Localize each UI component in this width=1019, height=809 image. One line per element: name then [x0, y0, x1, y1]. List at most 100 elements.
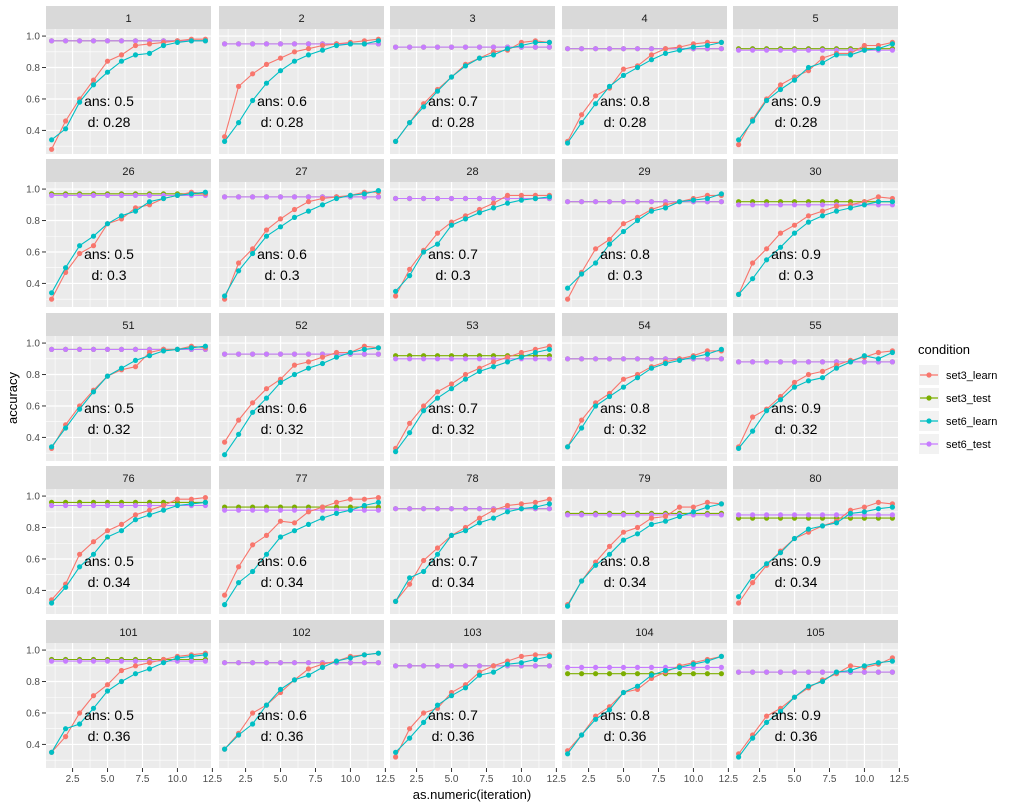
- data-point-set6_test: [291, 351, 298, 357]
- data-point-set6_test: [434, 44, 441, 50]
- data-point-set6_learn: [532, 504, 539, 510]
- y-tick-label: 1.0: [26, 646, 40, 657]
- x-tick-label: 12.5: [890, 774, 910, 785]
- data-point-set6_learn: [375, 650, 381, 656]
- data-point-set6_learn: [606, 393, 613, 400]
- facet-strip: [46, 313, 211, 336]
- d-annotation: d: 0.32: [604, 421, 647, 437]
- data-point-set6_learn: [277, 224, 284, 230]
- data-point-set6_learn: [277, 534, 284, 540]
- data-point-set6_test: [421, 663, 427, 669]
- data-point-set6_learn: [361, 652, 367, 658]
- data-point-set6_test: [750, 512, 756, 518]
- data-point-set6_test: [704, 356, 711, 362]
- data-point-set6_test: [777, 359, 784, 365]
- x-tick-label: 5.0: [274, 774, 288, 785]
- d-annotation: d: 0.3: [778, 267, 813, 283]
- data-point-set3_learn: [504, 354, 511, 360]
- facet-panel: 54 ans: 0.8 d: 0.32: [562, 313, 727, 461]
- data-point-set3_learn: [777, 230, 784, 236]
- data-point-set6_test: [579, 46, 585, 52]
- facet-panel: 27 ans: 0.6 d: 0.3: [219, 159, 384, 307]
- facet-panel: 1 ans: 0.5 d: 0.28: [46, 6, 211, 154]
- data-point-set6_learn: [777, 397, 784, 403]
- data-point-set3_learn: [504, 192, 511, 198]
- ans-annotation: ans: 0.7: [428, 553, 478, 569]
- data-point-set3_learn: [532, 652, 539, 658]
- data-point-set6_learn: [490, 669, 497, 675]
- panel-background: [390, 182, 555, 307]
- data-point-set6_test: [750, 669, 756, 675]
- data-point-set6_test: [118, 346, 125, 352]
- data-point-set6_learn: [805, 378, 812, 384]
- y-tick-label: 0.4: [26, 586, 40, 597]
- data-point-set6_test: [718, 664, 725, 671]
- data-point-set6_learn: [462, 685, 469, 691]
- data-point-set6_learn: [104, 373, 111, 379]
- data-point-set6_learn: [434, 551, 441, 557]
- data-point-set6_learn: [819, 60, 826, 66]
- data-point-set6_test: [736, 47, 742, 53]
- data-point-set6_test: [77, 502, 83, 509]
- data-point-set6_learn: [118, 528, 125, 534]
- data-point-set6_learn: [146, 512, 153, 518]
- data-point-set3_test: [606, 671, 613, 677]
- data-point-set3_learn: [49, 296, 55, 302]
- data-point-set6_learn: [704, 42, 711, 49]
- panel-background: [562, 336, 727, 461]
- data-point-set6_learn: [104, 688, 111, 694]
- data-point-set6_learn: [546, 501, 553, 507]
- data-point-set6_learn: [593, 716, 599, 722]
- facet-panel: 79 ans: 0.8 d: 0.34: [562, 466, 727, 614]
- facet-panel: 103 ans: 0.7 d: 0.36: [390, 620, 555, 768]
- data-point-set3_learn: [236, 83, 242, 89]
- data-point-set6_learn: [174, 346, 180, 352]
- data-point-set6_learn: [160, 660, 167, 666]
- facet-strip-label: 104: [635, 627, 653, 639]
- data-point-set6_learn: [833, 52, 840, 58]
- data-point-set3_learn: [118, 667, 125, 674]
- data-point-set6_test: [49, 502, 55, 509]
- ans-annotation: ans: 0.7: [428, 246, 478, 262]
- data-point-set6_test: [777, 669, 784, 675]
- data-point-set3_learn: [518, 192, 525, 198]
- x-tick-label: 2.5: [753, 774, 767, 785]
- data-point-set3_learn: [250, 542, 256, 548]
- d-annotation: d: 0.28: [88, 114, 131, 130]
- data-point-set6_test: [393, 195, 399, 202]
- data-point-set3_learn: [291, 362, 298, 368]
- x-tick-label: 12.5: [719, 774, 739, 785]
- panel-background: [46, 643, 211, 768]
- data-point-set3_learn: [104, 58, 111, 64]
- data-point-set6_learn: [676, 199, 683, 205]
- data-point-set3_learn: [319, 195, 326, 202]
- x-tick-label: 10.0: [512, 774, 532, 785]
- data-point-set6_test: [118, 38, 125, 44]
- data-point-set6_learn: [160, 348, 167, 354]
- data-point-set6_learn: [662, 360, 669, 367]
- data-point-set3_learn: [875, 499, 882, 505]
- data-point-set6_test: [132, 346, 139, 352]
- facet-strip-label: 52: [295, 320, 307, 332]
- data-point-set6_learn: [319, 202, 326, 208]
- data-point-set6_test: [407, 663, 413, 669]
- d-annotation: d: 0.28: [604, 114, 647, 130]
- data-point-set3_learn: [63, 118, 69, 124]
- facet-strip: [562, 313, 727, 336]
- data-point-set6_learn: [333, 658, 340, 664]
- data-point-set6_learn: [777, 86, 784, 93]
- y-tick-label: 0.8: [26, 216, 40, 227]
- data-point-set6_learn: [718, 191, 725, 197]
- data-point-set6_test: [764, 202, 770, 208]
- data-point-set6_test: [77, 658, 83, 664]
- data-point-set6_test: [104, 502, 111, 509]
- x-tick-label: 10.0: [684, 774, 704, 785]
- data-point-set6_test: [63, 502, 69, 509]
- data-point-set6_learn: [263, 702, 270, 708]
- data-point-set6_test: [448, 506, 455, 512]
- y-tick-label: 1.0: [26, 339, 40, 350]
- facet-strip: [46, 6, 211, 29]
- data-point-set6_learn: [407, 120, 413, 126]
- data-point-set6_learn: [250, 97, 256, 104]
- data-point-set6_learn: [476, 368, 483, 374]
